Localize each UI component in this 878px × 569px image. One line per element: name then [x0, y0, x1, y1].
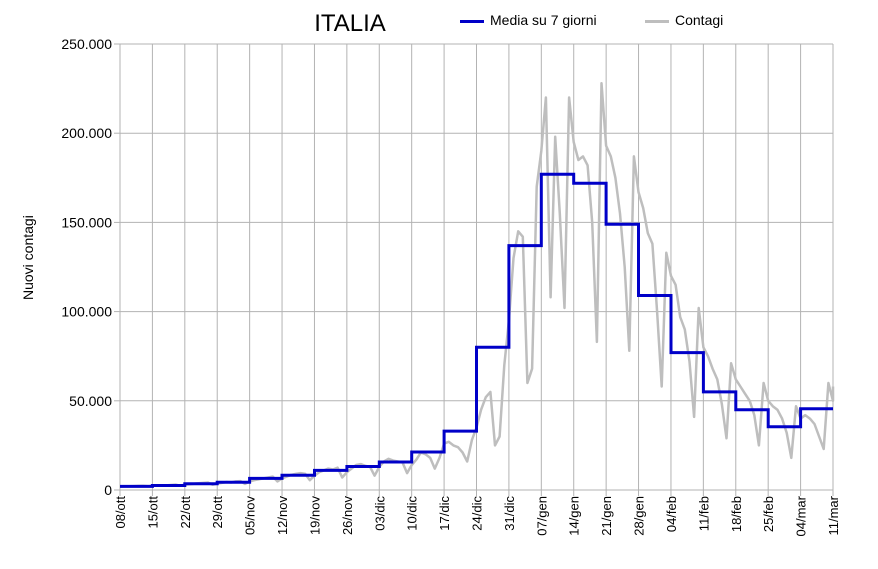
- x-tick-label: 19/nov: [307, 496, 322, 536]
- x-tick-label: 31/dic: [502, 496, 517, 531]
- x-tick-label: 26/nov: [340, 496, 355, 536]
- legend-label-media: Media su 7 giorni: [490, 12, 597, 28]
- x-tick-label: 18/feb: [729, 496, 744, 532]
- legend-swatch-media: [460, 20, 484, 23]
- y-tick-label: 50.000: [69, 393, 112, 409]
- y-tick-label: 100.000: [61, 304, 112, 320]
- x-tick-label: 15/ott: [145, 496, 160, 529]
- legend-label-contagi: Contagi: [675, 12, 724, 28]
- legend-swatch-contagi: [645, 20, 669, 23]
- x-tick-label: 07/gen: [534, 496, 549, 536]
- x-tick-label: 11/mar: [826, 495, 841, 535]
- x-tick-label: 21/gen: [599, 496, 614, 536]
- x-tick-label: 17/dic: [437, 496, 452, 531]
- x-tick-label: 10/dic: [405, 496, 420, 531]
- y-tick-label: 150.000: [61, 214, 112, 230]
- chart-title: ITALIA: [314, 10, 386, 37]
- y-tick-label: 0: [104, 482, 112, 498]
- x-tick-label: 29/ott: [210, 496, 225, 529]
- y-tick-label: 250.000: [61, 36, 112, 52]
- x-tick-label: 05/nov: [243, 496, 258, 536]
- x-tick-label: 08/ott: [113, 496, 128, 529]
- x-tick-label: 28/gen: [632, 496, 647, 536]
- x-tick-label: 14/gen: [567, 496, 582, 536]
- x-tick-label: 11/feb: [696, 496, 711, 531]
- y-tick-label: 200.000: [61, 125, 112, 141]
- x-tick-label: 12/nov: [275, 496, 290, 536]
- x-tick-label: 24/dic: [470, 496, 485, 531]
- x-tick-label: 04/feb: [664, 496, 679, 532]
- x-tick-label: 03/dic: [372, 496, 387, 531]
- x-tick-label: 25/feb: [761, 496, 776, 532]
- x-tick-label: 04/mar: [794, 495, 809, 536]
- series-media-step-line: [120, 172, 833, 488]
- x-tick-label: 22/ott: [178, 496, 193, 529]
